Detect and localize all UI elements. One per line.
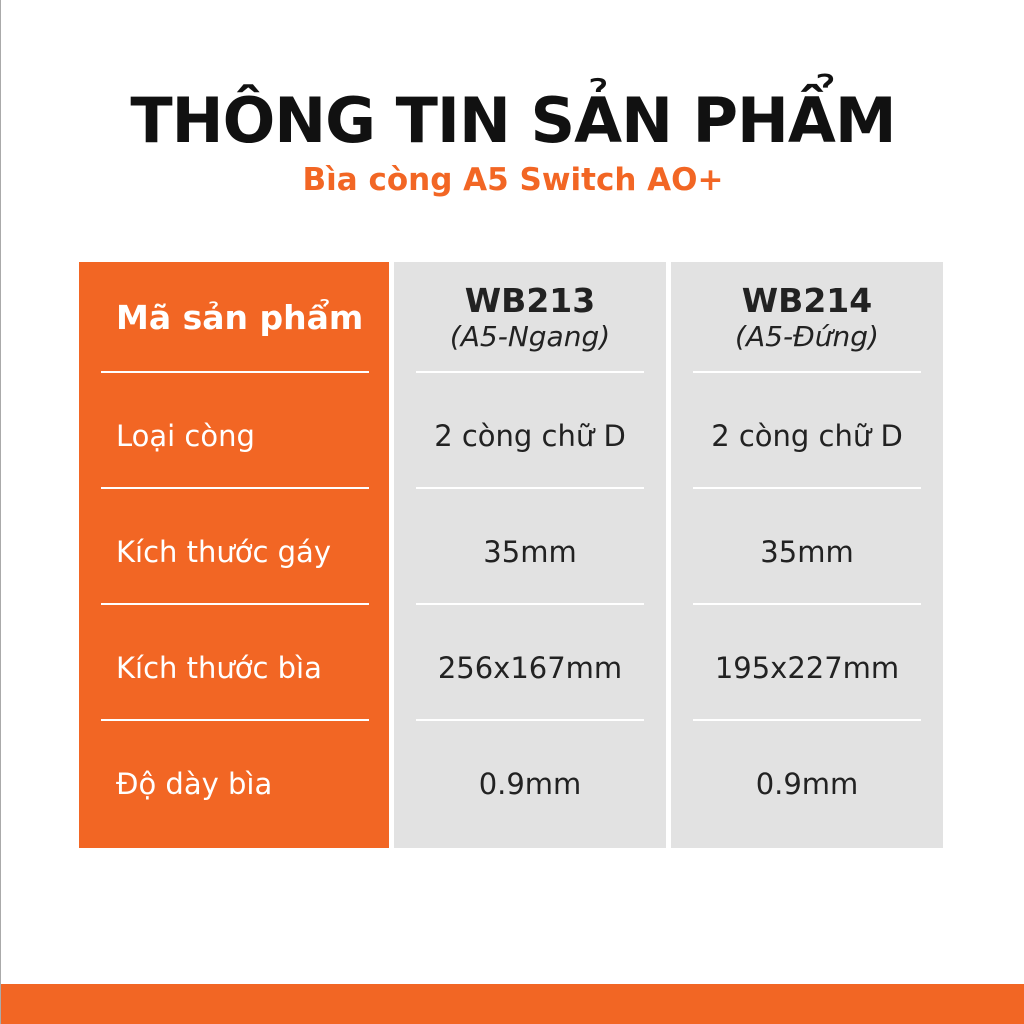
label-product-code: Mã sản phẩm xyxy=(116,297,364,337)
label-column: Mã sản phẩm Loại còng Kích thước gáy Kíc… xyxy=(79,262,389,848)
label-ring-type: Loại còng xyxy=(116,419,255,453)
value-cover-size: 256x167mm xyxy=(437,651,623,685)
label-thickness: Độ dày bìa xyxy=(116,767,273,801)
divider xyxy=(416,603,644,605)
page-subtitle: Bìa còng A5 Switch AO+ xyxy=(302,162,724,198)
product-variant: (A5-Đứng) xyxy=(735,320,879,353)
product-column-wb213: WB213 (A5-Ngang) 2 còng chữ D 35mm 256x1… xyxy=(394,262,666,848)
divider xyxy=(693,371,921,373)
divider xyxy=(693,487,921,489)
divider xyxy=(101,603,369,605)
value-thickness: 0.9mm xyxy=(755,767,859,801)
product-code: WB213 xyxy=(464,281,596,320)
divider xyxy=(693,719,921,721)
product-variant: (A5-Ngang) xyxy=(449,320,611,353)
divider xyxy=(693,603,921,605)
divider xyxy=(416,719,644,721)
product-code: WB214 xyxy=(741,281,873,320)
label-cover-size: Kích thước bìa xyxy=(116,651,322,685)
value-ring-type: 2 còng chữ D xyxy=(711,419,903,453)
value-spine-size: 35mm xyxy=(760,535,854,569)
divider xyxy=(101,719,369,721)
page-title: THÔNG TIN SẢN PHẨM xyxy=(130,84,896,157)
divider xyxy=(101,487,369,489)
label-spine-size: Kích thước gáy xyxy=(116,535,331,569)
value-thickness: 0.9mm xyxy=(478,767,582,801)
divider xyxy=(416,487,644,489)
divider xyxy=(101,371,369,373)
product-column-wb214: WB214 (A5-Đứng) 2 còng chữ D 35mm 195x22… xyxy=(671,262,943,848)
divider xyxy=(416,371,644,373)
value-cover-size: 195x227mm xyxy=(714,651,900,685)
value-ring-type: 2 còng chữ D xyxy=(434,419,626,453)
value-spine-size: 35mm xyxy=(483,535,577,569)
footer-accent-bar xyxy=(1,984,1024,1024)
